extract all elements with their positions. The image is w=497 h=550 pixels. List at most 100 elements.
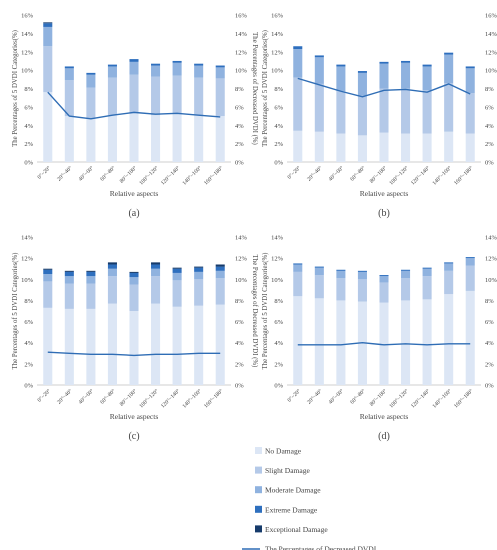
bar-segment — [357, 72, 367, 96]
bar-segment — [151, 65, 161, 77]
bar-segment — [172, 306, 182, 385]
x-tick-label: 20°~40° — [306, 387, 324, 405]
bar-segment — [172, 60, 182, 63]
x-tick-label: 160°~180° — [203, 164, 225, 186]
x-tick-label: 140°~160° — [181, 164, 203, 186]
bar-segment — [215, 78, 225, 117]
bar-segment — [194, 65, 204, 78]
bar-segment — [293, 264, 303, 272]
bar-segment — [422, 276, 432, 300]
bar-segment — [86, 276, 96, 284]
bar-segment — [379, 282, 389, 303]
panel-label: (c) — [128, 431, 139, 442]
x-tick-label: 20°~40° — [56, 164, 74, 182]
legend-swatch — [255, 466, 262, 474]
bar-segment — [64, 80, 74, 117]
bar-segment — [444, 270, 454, 295]
y2-tick-label: 10% — [235, 277, 248, 284]
y-tick-label: 12% — [271, 49, 284, 56]
legend-swatch — [255, 447, 262, 454]
bar-segment — [357, 270, 367, 272]
bar-segment — [215, 67, 225, 79]
bar-segment — [86, 118, 96, 162]
y-tick-label: 4% — [24, 340, 33, 347]
bar-segment — [379, 302, 389, 385]
bar-segment — [379, 63, 389, 89]
y-axis-label: The Percentages of 5 DVDI Categories(%) — [12, 253, 19, 370]
bar-segment — [129, 272, 139, 278]
x-tick-label: 100°~120° — [138, 387, 160, 409]
chart-panel: 0% 0% 2% 2% 4% 4% 6% 6% 8% 8% 10% 10% 12% 12% 14% 14% 0°… — [12, 235, 258, 443]
y2-tick-label: 12% — [485, 256, 497, 263]
decreased-dvdi-line — [47, 91, 221, 120]
x-tick-label: 140°~160° — [181, 387, 203, 409]
bar-segment — [336, 91, 346, 134]
bar-segment — [422, 90, 432, 134]
bar-segment — [379, 61, 389, 64]
bar-segment — [401, 278, 411, 301]
bar-segment — [86, 283, 96, 309]
y-axis-label: The Percentages of 5 DVDI Categories(%) — [12, 30, 19, 147]
bar-segment — [215, 266, 225, 271]
bar-segment — [422, 268, 432, 277]
bar-segment — [43, 281, 53, 308]
y-tick-label: 0% — [24, 160, 33, 167]
x-tick-label: 100°~120° — [388, 164, 410, 186]
bar-segment — [465, 290, 475, 385]
bar-segment — [314, 267, 324, 276]
y2-tick-label: 16% — [485, 13, 497, 20]
panel-label: (d) — [378, 431, 390, 442]
bar-segment — [151, 276, 161, 304]
y2-tick-label: 4% — [235, 123, 244, 130]
bar-segment — [336, 278, 346, 301]
y-tick-label: 0% — [274, 160, 283, 167]
legend-swatch — [255, 525, 262, 533]
bar-segment — [215, 116, 225, 162]
bar-segment — [444, 52, 454, 55]
y2-tick-label: 6% — [235, 104, 244, 111]
x-axis-label: Relative aspects — [360, 412, 409, 421]
y2-tick-label: 2% — [485, 361, 494, 368]
bar-segment — [107, 66, 117, 78]
bar-segment — [43, 22, 53, 24]
y-tick-label: 6% — [274, 104, 283, 111]
bar-segment — [314, 275, 324, 299]
x-tick-label: 100°~120° — [138, 164, 160, 186]
y-tick-label: 0% — [24, 383, 33, 390]
bar-segment — [64, 68, 74, 81]
x-tick-label: 100°~120° — [388, 387, 410, 409]
bar-segment — [293, 46, 303, 49]
bar-segment — [401, 88, 411, 134]
bar-segment — [357, 135, 367, 162]
bar-segment — [465, 93, 475, 134]
legend-label: Exceptional Damage — [265, 525, 328, 534]
bar-segment — [314, 55, 324, 58]
y-tick-label: 2% — [274, 361, 283, 368]
bar-segment — [444, 294, 454, 385]
y-axis-label: The Percentages of 5 DVDI Categories(%) — [262, 253, 269, 370]
bar-segment — [293, 271, 303, 297]
chart-panel: 0% 0% 2% 2% 4% 4% 6% 6% 8% 8% 10% 10% 12% 12% 14% 14% 16… — [12, 13, 258, 220]
bar-segment — [422, 299, 432, 385]
bar-segment — [107, 115, 117, 162]
bar-segment — [336, 64, 346, 67]
y2-tick-label: 8% — [485, 298, 494, 305]
x-tick-label: 160°~180° — [203, 387, 225, 409]
bar-segment — [293, 263, 303, 265]
bar-segment — [293, 296, 303, 385]
bar-segment — [172, 268, 182, 273]
y-tick-label: 14% — [271, 31, 284, 38]
bar-segment — [357, 271, 367, 280]
bar-segment — [86, 74, 96, 88]
bar-segment — [172, 75, 182, 115]
bar-segment — [465, 68, 475, 94]
y-tick-label: 14% — [21, 235, 34, 242]
bar-segment — [465, 258, 475, 266]
y-tick-label: 8% — [274, 86, 283, 93]
bar-segment — [444, 131, 454, 162]
y-tick-label: 4% — [24, 123, 33, 130]
bar-segment — [107, 77, 117, 116]
bar-segment — [107, 264, 117, 269]
x-tick-label: 120°~140° — [409, 387, 431, 409]
bar-segment — [444, 263, 454, 271]
